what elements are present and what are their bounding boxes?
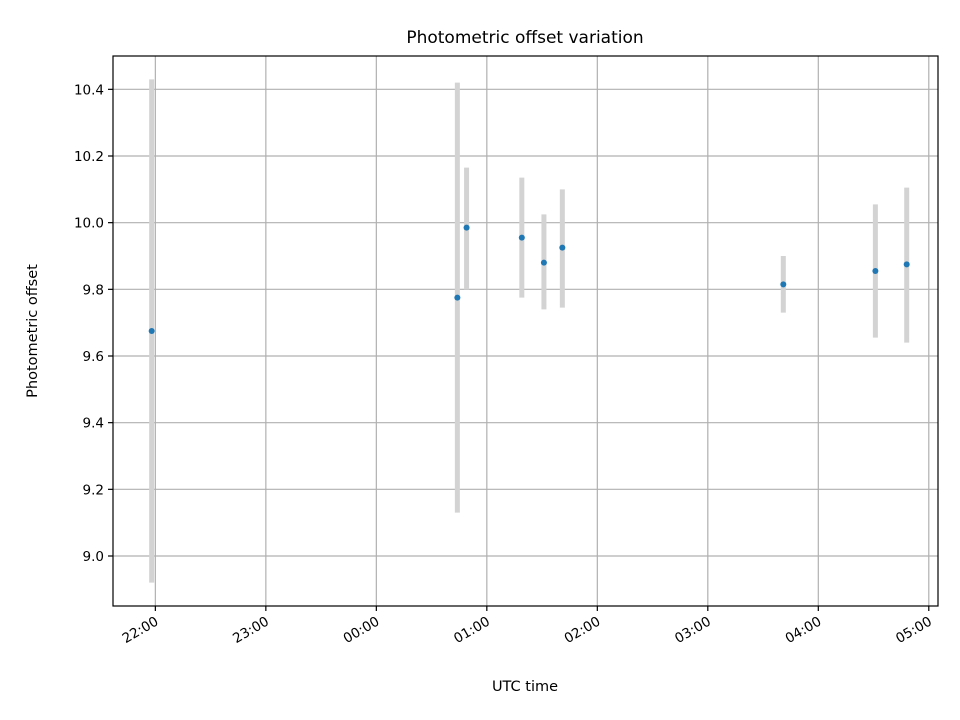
chart-title: Photometric offset variation (406, 28, 643, 48)
data-point (872, 268, 879, 274)
y-axis-ticks: 9.0 9.2 9.4 9.6 9.8 10.0 10.2 10.4 (74, 82, 113, 565)
y-tick-label: 10.0 (74, 216, 104, 232)
y-axis-title: Photometric offset (25, 264, 41, 398)
grid-lines (113, 56, 938, 606)
data-point (463, 224, 470, 231)
y-tick-label: 9.2 (83, 482, 104, 498)
data-point (454, 294, 461, 301)
data-point (540, 259, 547, 266)
data-point (518, 234, 525, 241)
data-points (148, 224, 910, 334)
y-tick-label: 10.2 (74, 149, 104, 165)
x-axis-title: UTC time (492, 679, 558, 695)
data-point (148, 328, 155, 334)
data-point (559, 244, 566, 251)
y-tick-label: 9.4 (83, 416, 104, 432)
plot-frame (112, 55, 939, 607)
y-tick-label: 9.0 (83, 549, 104, 565)
data-point (903, 261, 910, 268)
data-point (780, 281, 787, 288)
y-tick-label: 10.4 (74, 82, 104, 98)
y-tick-label: 9.8 (83, 282, 104, 298)
y-tick-label: 9.6 (83, 349, 104, 365)
